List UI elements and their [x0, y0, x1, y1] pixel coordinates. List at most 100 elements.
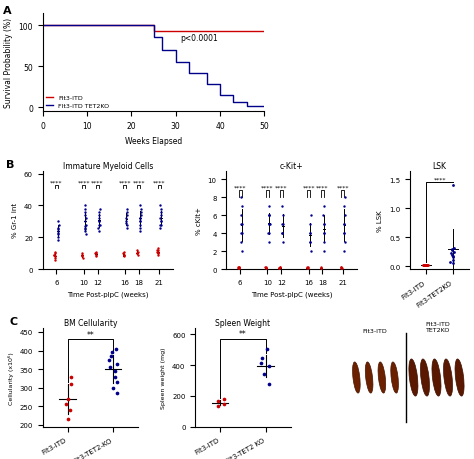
Point [82, 209, 89, 216]
Point [258, 355, 266, 362]
Point [220, 396, 228, 403]
Point [123, 221, 130, 229]
Point [51, 255, 59, 262]
Point [82, 231, 89, 238]
Text: ****: **** [337, 185, 349, 190]
Point [317, 264, 325, 272]
Point [123, 206, 131, 213]
Ellipse shape [365, 362, 373, 393]
Point [237, 212, 245, 219]
Point [133, 250, 141, 257]
Point [54, 231, 61, 238]
Text: Flt3-ITD: Flt3-ITD [362, 328, 387, 333]
Point [449, 182, 457, 189]
Point [238, 221, 246, 229]
Point [154, 245, 162, 252]
Point [307, 239, 314, 246]
Point [136, 218, 144, 225]
Title: BM Cellularity: BM Cellularity [64, 319, 117, 328]
Point [67, 373, 75, 381]
Point [82, 206, 89, 213]
Point [122, 220, 130, 227]
Y-axis label: Cellularity (x10⁶): Cellularity (x10⁶) [8, 352, 14, 404]
Point [341, 230, 348, 237]
Point [337, 264, 345, 271]
Point [307, 212, 314, 219]
Point [51, 252, 58, 259]
Point [79, 250, 86, 257]
Point [137, 209, 145, 216]
Point [262, 264, 269, 272]
X-axis label: Time Post-pIpC (weeks): Time Post-pIpC (weeks) [67, 291, 148, 297]
Text: **: ** [86, 330, 94, 339]
Point [81, 223, 89, 230]
Point [123, 209, 130, 216]
Point [157, 221, 165, 229]
Point [157, 212, 164, 219]
Point [137, 212, 145, 219]
Point [304, 264, 311, 272]
Point [133, 247, 140, 254]
Point [51, 248, 59, 256]
Point [447, 250, 455, 257]
Point [306, 230, 314, 237]
Point [95, 212, 103, 219]
Point [275, 264, 283, 272]
Point [307, 248, 314, 255]
Point [81, 228, 89, 235]
Point [238, 230, 246, 237]
Point [134, 252, 141, 259]
Point [320, 230, 328, 237]
Point [136, 224, 144, 232]
Point [278, 230, 286, 237]
Point [319, 212, 327, 219]
Point [337, 265, 345, 272]
Point [306, 221, 314, 229]
Point [120, 252, 128, 259]
Point [422, 262, 429, 269]
Point [279, 221, 286, 229]
Ellipse shape [432, 359, 441, 396]
Point [54, 228, 62, 235]
Point [157, 218, 165, 225]
Point [340, 248, 348, 255]
Point [275, 265, 283, 272]
Point [279, 212, 287, 219]
Point [262, 264, 269, 271]
Text: ****: **** [50, 180, 63, 185]
Point [120, 252, 128, 259]
Point [448, 247, 456, 254]
Point [264, 230, 272, 237]
Ellipse shape [391, 362, 399, 393]
Y-axis label: % LSK: % LSK [377, 209, 383, 231]
Point [113, 390, 121, 397]
Point [51, 256, 58, 263]
Point [265, 221, 273, 229]
Legend: Flt3-ITD, Flt3-ITD TET2KO: Flt3-ITD, Flt3-ITD TET2KO [46, 95, 109, 109]
Point [450, 248, 458, 256]
Point [265, 239, 273, 246]
Point [265, 212, 273, 219]
Text: ****: **** [78, 180, 90, 185]
Point [136, 221, 144, 229]
Point [136, 215, 144, 223]
Point [62, 401, 70, 408]
Point [78, 252, 85, 259]
Text: A: A [3, 6, 11, 16]
Point [154, 250, 161, 257]
Point [105, 356, 112, 364]
Text: **: ** [239, 330, 247, 338]
Point [95, 209, 102, 216]
Point [120, 253, 128, 260]
Point [120, 248, 128, 256]
Text: ****: **** [118, 180, 131, 185]
Point [422, 262, 429, 269]
Point [423, 262, 430, 269]
Point [64, 416, 72, 423]
Title: Immature Myeloid Cells: Immature Myeloid Cells [63, 162, 153, 170]
Title: c-Kit+: c-Kit+ [280, 162, 303, 170]
Ellipse shape [455, 359, 464, 396]
Point [276, 264, 284, 271]
Point [303, 264, 310, 271]
Point [107, 353, 115, 360]
